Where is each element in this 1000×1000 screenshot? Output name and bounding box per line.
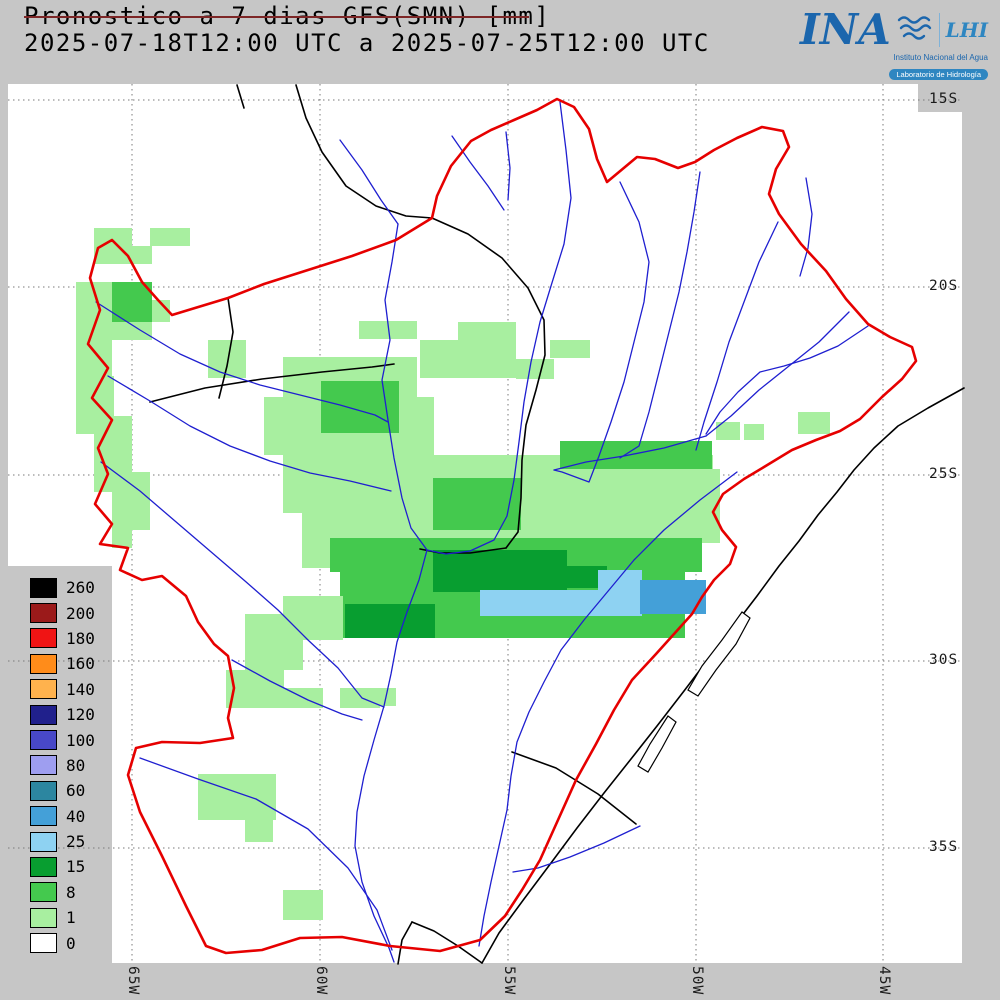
longitude-label: 65W [125,966,141,996]
longitude-label: 45W [876,966,892,996]
legend-entry: 260 [30,575,95,600]
legend-entry: 0 [30,930,95,955]
water-waves-icon [897,13,933,47]
map-date-range: 2025-07-18T12:00 UTC a 2025-07-25T12:00 … [24,29,710,57]
legend-entry: 8 [30,880,95,905]
rivers [95,101,869,963]
legend-value: 180 [66,628,95,648]
legend-value: 160 [66,654,95,674]
logo-divider [938,13,940,47]
ina-acronym: INA [800,5,891,54]
legend-value: 120 [66,705,95,725]
coastal-lagoons [637,611,751,773]
legend-color-swatch [30,882,57,903]
legend-color-swatch [30,628,57,649]
legend-value: 100 [66,730,95,750]
legend-color-swatch [30,704,57,725]
legend-value: 15 [66,857,86,877]
legend-entry: 60 [30,778,95,803]
legend-color-swatch [30,806,57,827]
legend-entry: 120 [30,702,95,727]
legend-color-swatch [30,730,57,751]
legend-entry: 25 [30,829,95,854]
legend-value: 80 [66,755,86,775]
precipitation-legend: 260 200 180 160 140 120 100 80 60 40 25 15 8 1 0 [30,575,95,956]
latitude-label: 35S [929,839,959,855]
grid-lines [8,84,962,963]
legend-value: 140 [66,679,95,699]
legend-value: 200 [66,603,95,623]
legend-entry: 200 [30,600,95,625]
legend-color-swatch [30,755,57,776]
latitude-label: 25S [929,466,959,482]
legend-value: 8 [66,882,76,902]
legend-color-swatch [30,831,57,852]
longitude-label: 60W [313,966,329,996]
legend-color-swatch [30,603,57,624]
logo-subtitle-institute: Instituto Nacional del Agua [893,53,988,62]
legend-value: 1 [66,908,76,928]
legend-color-swatch [30,856,57,877]
legend-color-swatch [30,933,57,954]
legend-entry: 15 [30,854,95,879]
legend-entry: 1 [30,905,95,930]
legend-value: 25 [66,832,86,852]
latitude-label: 15S [929,91,959,107]
legend-entry: 80 [30,753,95,778]
ina-logo: INA LHI Instituto Nacional del Agua Labo… [800,8,988,81]
legend-value: 0 [66,933,76,953]
lhi-acronym: LHI [945,18,988,42]
basin-boundary [86,97,918,955]
longitude-label: 55W [501,966,517,996]
legend-value: 60 [66,781,86,801]
latitude-label: 20S [929,278,959,294]
legend-value: 40 [66,806,86,826]
legend-entry: 160 [30,651,95,676]
latitude-label: 30S [929,652,959,668]
logo-subtitle-laboratory: Laboratorio de Hidrología [889,69,988,80]
legend-color-swatch [30,653,57,674]
legend-color-swatch [30,679,57,700]
legend-value: 260 [66,578,95,598]
legend-color-swatch [30,907,57,928]
legend-color-swatch [30,780,57,801]
legend-entry: 40 [30,804,95,829]
legend-entry: 180 [30,626,95,651]
legend-color-swatch [30,577,57,598]
legend-entry: 100 [30,727,95,752]
longitude-label: 50W [689,966,705,996]
title-overlay-line [24,16,529,18]
legend-entry: 140 [30,677,95,702]
